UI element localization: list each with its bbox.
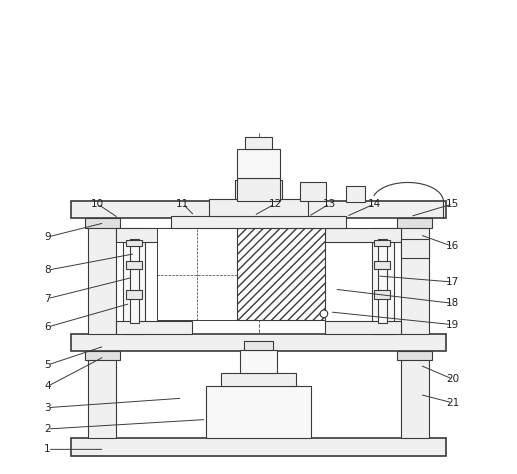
Text: 18: 18: [446, 298, 460, 309]
Text: 10: 10: [91, 199, 104, 209]
Text: 2: 2: [44, 424, 51, 434]
Bar: [398, 218, 432, 228]
Bar: [126, 240, 142, 246]
Text: 13: 13: [323, 199, 336, 209]
Bar: [116, 321, 192, 334]
Text: 5: 5: [44, 360, 51, 370]
Text: 21: 21: [446, 398, 460, 408]
Bar: [239, 350, 278, 373]
Bar: [221, 373, 296, 386]
Bar: [237, 178, 280, 201]
Text: 11: 11: [176, 199, 189, 209]
Bar: [126, 261, 142, 269]
Text: 6: 6: [44, 322, 51, 332]
Bar: [237, 149, 280, 178]
Text: 4: 4: [44, 381, 51, 392]
Bar: [130, 239, 139, 323]
Text: 7: 7: [44, 293, 51, 304]
Bar: [245, 137, 272, 149]
Bar: [325, 321, 401, 334]
Bar: [346, 186, 365, 202]
Bar: [85, 351, 119, 360]
Bar: [124, 228, 145, 334]
Bar: [235, 180, 282, 199]
Bar: [71, 201, 446, 218]
Bar: [300, 182, 326, 201]
Text: 19: 19: [446, 319, 460, 330]
Bar: [378, 239, 387, 323]
Bar: [374, 240, 390, 246]
Bar: [71, 334, 446, 351]
Bar: [88, 216, 116, 334]
Bar: [206, 386, 311, 438]
Bar: [71, 438, 446, 456]
Bar: [116, 228, 192, 242]
Bar: [398, 351, 432, 360]
Bar: [237, 228, 325, 320]
Text: 20: 20: [446, 374, 460, 384]
Bar: [374, 261, 390, 269]
Bar: [325, 228, 401, 242]
Text: 12: 12: [268, 199, 282, 209]
Bar: [209, 199, 308, 216]
Text: 3: 3: [44, 402, 51, 413]
Text: 1: 1: [44, 444, 51, 455]
Bar: [157, 228, 237, 320]
Bar: [372, 228, 393, 334]
Text: 16: 16: [446, 241, 460, 252]
Bar: [85, 218, 119, 228]
Text: 8: 8: [44, 265, 51, 275]
Bar: [374, 290, 390, 299]
Bar: [171, 216, 346, 228]
Bar: [401, 239, 429, 258]
Text: 15: 15: [446, 199, 460, 209]
Bar: [401, 216, 429, 334]
Bar: [88, 341, 116, 438]
Text: 17: 17: [446, 277, 460, 287]
Text: 14: 14: [368, 199, 381, 209]
Circle shape: [320, 310, 328, 318]
Bar: [401, 341, 429, 438]
Bar: [244, 341, 273, 350]
Text: 9: 9: [44, 232, 51, 242]
Bar: [126, 290, 142, 299]
